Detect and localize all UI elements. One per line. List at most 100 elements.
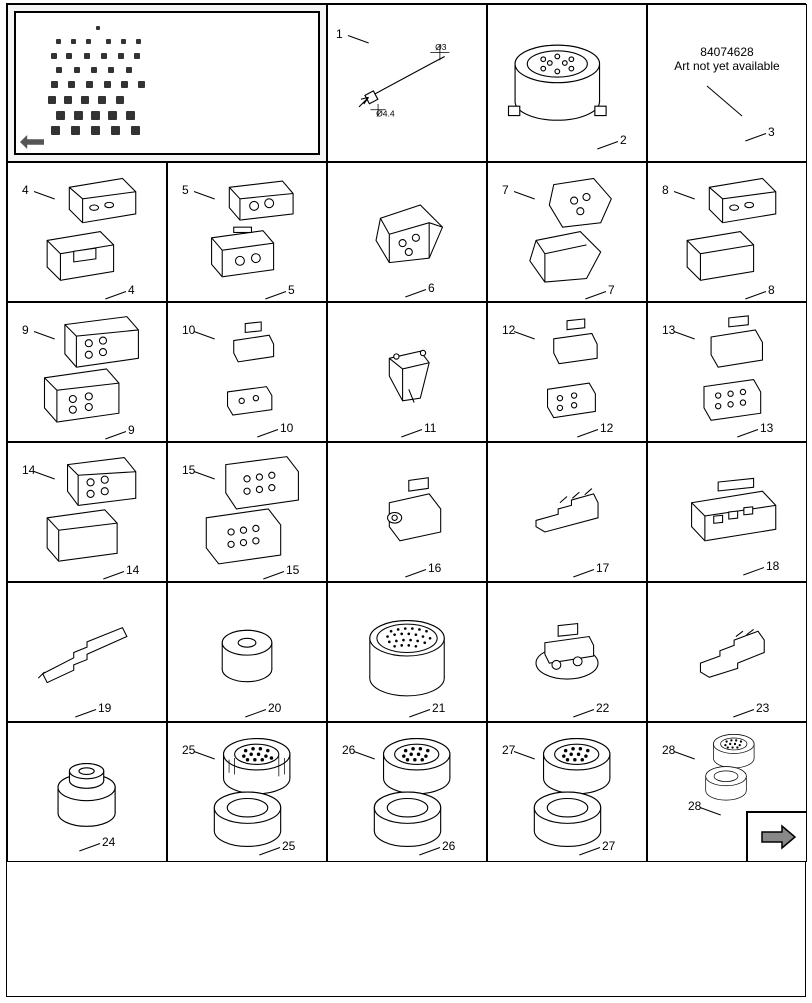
leader-line bbox=[265, 291, 286, 299]
thumbnail-component-icon bbox=[81, 96, 89, 104]
thumbnail-component-icon bbox=[138, 81, 145, 88]
thumbnail-component-icon bbox=[101, 53, 107, 59]
leader-line bbox=[75, 709, 96, 717]
rect-connector-4pin-pair bbox=[25, 314, 149, 429]
cell-part-13: 1313 bbox=[647, 302, 807, 442]
cell-part-24: 24 bbox=[7, 722, 167, 862]
callout-label: 7 bbox=[502, 183, 509, 197]
thumbnail-component-icon bbox=[131, 126, 140, 135]
callout-label: 9 bbox=[128, 423, 135, 437]
leader-line bbox=[409, 709, 430, 717]
rect-connector-4pin-pair-b bbox=[25, 454, 149, 569]
leader-line bbox=[573, 709, 594, 717]
cell-part-2: 2 bbox=[487, 4, 647, 162]
callout-label: 23 bbox=[756, 701, 769, 715]
tri-connector-3pin bbox=[345, 174, 469, 289]
leader-line bbox=[585, 291, 606, 299]
leader-line bbox=[573, 569, 594, 577]
callout-label: 25 bbox=[282, 839, 295, 853]
cell-part-4: 44 bbox=[7, 162, 167, 302]
spring-terminal bbox=[505, 454, 629, 569]
thumbnail-component-icon bbox=[56, 67, 62, 73]
thumbnail-component-icon bbox=[74, 111, 83, 120]
cell-part-15: 1515 bbox=[167, 442, 327, 582]
thumbnail-component-icon bbox=[96, 26, 100, 30]
thumbnail-component-icon bbox=[74, 67, 80, 73]
cell-part-14: 1414 bbox=[7, 442, 167, 582]
cell-part-23: 23 bbox=[647, 582, 807, 722]
callout-label: 4 bbox=[128, 283, 135, 297]
leader-line bbox=[577, 429, 598, 437]
leader-line bbox=[405, 569, 426, 577]
callout-label: 24 bbox=[102, 835, 115, 849]
leader-line bbox=[103, 571, 124, 579]
svg-text:Ø3: Ø3 bbox=[436, 42, 448, 52]
thumbnail-component-icon bbox=[91, 67, 97, 73]
thumbnail-component-icon bbox=[104, 81, 111, 88]
leader-line bbox=[245, 709, 266, 717]
callout-label: 22 bbox=[596, 701, 609, 715]
thumbnail-component-icon bbox=[56, 39, 61, 44]
thumbnail-component-icon bbox=[64, 96, 72, 104]
rect-connector-6pin-pair bbox=[185, 454, 309, 569]
callout-label: 11 bbox=[424, 421, 436, 435]
thumbnail-component-icon bbox=[106, 39, 111, 44]
cell-part-9: 99 bbox=[7, 302, 167, 442]
leader-line bbox=[737, 429, 758, 437]
cell-part-25: 2525 bbox=[167, 722, 327, 862]
pin-terminal-drawing: Ø3 Ø4.4 bbox=[340, 26, 473, 140]
cell-part-20: 20 bbox=[167, 582, 327, 722]
socket-terminal bbox=[665, 594, 789, 709]
unavailable-part-number: 84074628 bbox=[700, 45, 753, 59]
thumbnail-component-icon bbox=[126, 111, 135, 120]
leader-line bbox=[257, 429, 278, 437]
pin-terminal-long bbox=[25, 594, 149, 709]
circular-connector-37pin bbox=[345, 594, 469, 709]
thumbnail-component-icon bbox=[51, 126, 60, 135]
cell-part-11: 11 bbox=[327, 302, 487, 442]
cell-part-26: 2626 bbox=[327, 722, 487, 862]
circular-receptacle-pair-b bbox=[343, 734, 472, 849]
thumbnail-component-icon bbox=[126, 67, 132, 73]
cell-part-28: 2828 bbox=[647, 722, 807, 862]
wedge-lock-6pin-pair bbox=[665, 314, 789, 429]
cell-part-12: 1212 bbox=[487, 302, 647, 442]
cell-part-10: 1010 bbox=[167, 302, 327, 442]
thumbnail-component-icon bbox=[71, 39, 76, 44]
unavailable-message: Art not yet available bbox=[674, 59, 779, 73]
leader-line bbox=[105, 431, 126, 439]
callout-label: 21 bbox=[432, 701, 445, 715]
thumbnail-component-icon bbox=[51, 81, 58, 88]
leader-line bbox=[105, 291, 126, 299]
cell-part-18: 18 bbox=[647, 442, 807, 582]
leader-line-3 bbox=[697, 81, 757, 121]
callout-label: 8 bbox=[662, 183, 669, 197]
thumbnail-component-icon bbox=[48, 96, 56, 104]
thumbnail-component-icon bbox=[136, 39, 141, 44]
next-page-icon[interactable] bbox=[746, 811, 806, 861]
cell-part-7: 77 bbox=[487, 162, 647, 302]
thumbnail-component-icon bbox=[134, 53, 140, 59]
leader-line bbox=[745, 291, 766, 299]
cell-part-5: 55 bbox=[167, 162, 327, 302]
thumbnail-component-icon bbox=[68, 81, 75, 88]
callout-label: 17 bbox=[596, 561, 609, 575]
leader-line bbox=[733, 709, 754, 717]
callout-label: 14 bbox=[126, 563, 139, 577]
boot-seal bbox=[20, 735, 153, 849]
thumbnail-component-icon bbox=[86, 39, 91, 44]
callout-label: 5 bbox=[288, 283, 295, 297]
thumbnail-component-icon bbox=[84, 53, 90, 59]
oval-connector-2pin bbox=[505, 594, 629, 709]
thumbnail-component-icon bbox=[56, 111, 65, 120]
leader-line bbox=[401, 429, 422, 437]
rect-connector-2pin-pair-b bbox=[185, 174, 309, 289]
cell-part-8: 88 bbox=[647, 162, 807, 302]
callout-label: 8 bbox=[768, 283, 775, 297]
wedge-lock-4pin-pair bbox=[505, 314, 629, 429]
thumbnail-component-icon bbox=[121, 81, 128, 88]
cavity-plug bbox=[185, 594, 309, 709]
circular-connector-10pin bbox=[501, 17, 632, 148]
cell-part-1: Ø3 Ø4.4 1 bbox=[327, 4, 487, 162]
callout-label: 2 bbox=[620, 133, 627, 147]
